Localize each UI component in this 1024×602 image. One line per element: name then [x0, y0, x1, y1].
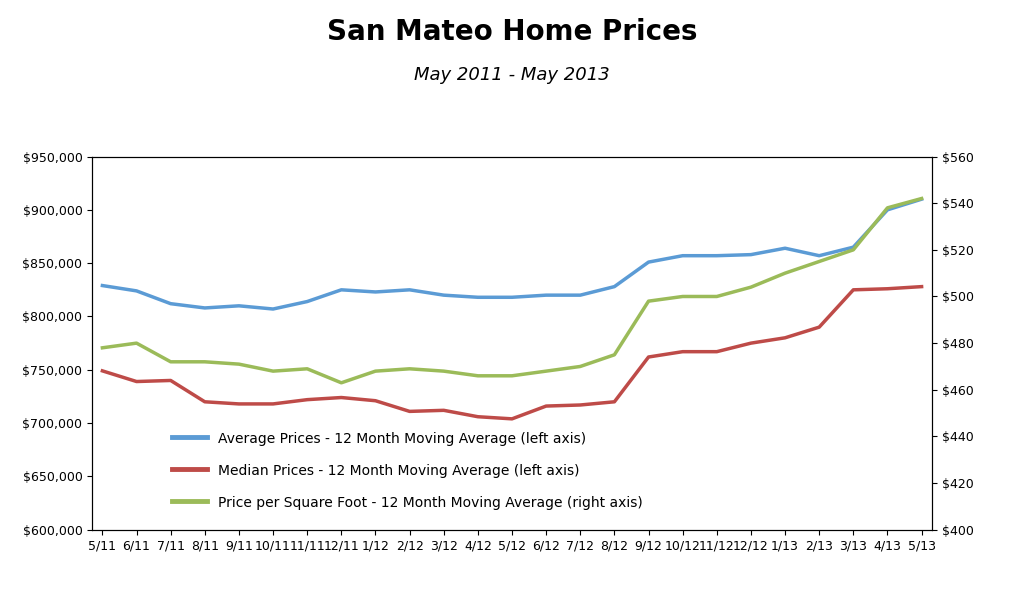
Average Prices - 12 Month Moving Average (left axis) [199, 305, 211, 312]
Median Prices - 12 Month Moving Average (left axis) [96, 367, 109, 374]
Median Prices - 12 Month Moving Average (left axis) [744, 340, 757, 347]
Price per Square Foot - 12 Month Moving Average (right axis) [540, 367, 552, 374]
Median Prices - 12 Month Moving Average (left axis) [267, 400, 280, 408]
Average Prices - 12 Month Moving Average (left axis) [130, 287, 142, 294]
Legend: Average Prices - 12 Month Moving Average (left axis), Median Prices - 12 Month M: Average Prices - 12 Month Moving Average… [166, 426, 648, 515]
Median Prices - 12 Month Moving Average (left axis) [813, 323, 825, 330]
Average Prices - 12 Month Moving Average (left axis) [882, 206, 894, 214]
Average Prices - 12 Month Moving Average (left axis) [813, 252, 825, 259]
Price per Square Foot - 12 Month Moving Average (right axis) [199, 358, 211, 365]
Average Prices - 12 Month Moving Average (left axis) [437, 291, 450, 299]
Price per Square Foot - 12 Month Moving Average (right axis) [677, 293, 689, 300]
Average Prices - 12 Month Moving Average (left axis) [847, 244, 859, 251]
Price per Square Foot - 12 Month Moving Average (right axis) [232, 361, 245, 368]
Average Prices - 12 Month Moving Average (left axis) [574, 291, 587, 299]
Median Prices - 12 Month Moving Average (left axis) [232, 400, 245, 408]
Median Prices - 12 Month Moving Average (left axis) [437, 407, 450, 414]
Price per Square Foot - 12 Month Moving Average (right axis) [165, 358, 177, 365]
Median Prices - 12 Month Moving Average (left axis) [642, 353, 654, 361]
Price per Square Foot - 12 Month Moving Average (right axis) [779, 270, 792, 277]
Price per Square Foot - 12 Month Moving Average (right axis) [813, 258, 825, 265]
Average Prices - 12 Month Moving Average (left axis) [267, 305, 280, 312]
Price per Square Foot - 12 Month Moving Average (right axis) [437, 367, 450, 374]
Price per Square Foot - 12 Month Moving Average (right axis) [96, 344, 109, 352]
Median Prices - 12 Month Moving Average (left axis) [677, 348, 689, 355]
Average Prices - 12 Month Moving Average (left axis) [744, 251, 757, 258]
Price per Square Foot - 12 Month Moving Average (right axis) [301, 365, 313, 373]
Average Prices - 12 Month Moving Average (left axis) [370, 288, 382, 296]
Average Prices - 12 Month Moving Average (left axis) [472, 294, 484, 301]
Line: Average Prices - 12 Month Moving Average (left axis): Average Prices - 12 Month Moving Average… [102, 199, 922, 309]
Text: May 2011 - May 2013: May 2011 - May 2013 [414, 66, 610, 84]
Median Prices - 12 Month Moving Average (left axis) [165, 377, 177, 384]
Price per Square Foot - 12 Month Moving Average (right axis) [608, 351, 621, 358]
Average Prices - 12 Month Moving Average (left axis) [677, 252, 689, 259]
Average Prices - 12 Month Moving Average (left axis) [711, 252, 723, 259]
Average Prices - 12 Month Moving Average (left axis) [403, 286, 416, 293]
Median Prices - 12 Month Moving Average (left axis) [506, 415, 518, 423]
Average Prices - 12 Month Moving Average (left axis) [608, 283, 621, 290]
Average Prices - 12 Month Moving Average (left axis) [301, 298, 313, 305]
Price per Square Foot - 12 Month Moving Average (right axis) [472, 372, 484, 379]
Price per Square Foot - 12 Month Moving Average (right axis) [267, 367, 280, 374]
Price per Square Foot - 12 Month Moving Average (right axis) [711, 293, 723, 300]
Average Prices - 12 Month Moving Average (left axis) [96, 282, 109, 289]
Average Prices - 12 Month Moving Average (left axis) [642, 258, 654, 265]
Price per Square Foot - 12 Month Moving Average (right axis) [335, 379, 347, 386]
Median Prices - 12 Month Moving Average (left axis) [915, 283, 928, 290]
Price per Square Foot - 12 Month Moving Average (right axis) [915, 195, 928, 202]
Price per Square Foot - 12 Month Moving Average (right axis) [370, 367, 382, 374]
Price per Square Foot - 12 Month Moving Average (right axis) [130, 340, 142, 347]
Average Prices - 12 Month Moving Average (left axis) [506, 294, 518, 301]
Average Prices - 12 Month Moving Average (left axis) [232, 302, 245, 309]
Median Prices - 12 Month Moving Average (left axis) [472, 413, 484, 420]
Line: Median Prices - 12 Month Moving Average (left axis): Median Prices - 12 Month Moving Average … [102, 287, 922, 419]
Average Prices - 12 Month Moving Average (left axis) [779, 244, 792, 252]
Price per Square Foot - 12 Month Moving Average (right axis) [847, 246, 859, 253]
Median Prices - 12 Month Moving Average (left axis) [370, 397, 382, 405]
Median Prices - 12 Month Moving Average (left axis) [335, 394, 347, 401]
Price per Square Foot - 12 Month Moving Average (right axis) [403, 365, 416, 373]
Median Prices - 12 Month Moving Average (left axis) [199, 398, 211, 405]
Median Prices - 12 Month Moving Average (left axis) [847, 286, 859, 293]
Median Prices - 12 Month Moving Average (left axis) [882, 285, 894, 293]
Price per Square Foot - 12 Month Moving Average (right axis) [744, 284, 757, 291]
Average Prices - 12 Month Moving Average (left axis) [915, 196, 928, 203]
Line: Price per Square Foot - 12 Month Moving Average (right axis): Price per Square Foot - 12 Month Moving … [102, 199, 922, 383]
Median Prices - 12 Month Moving Average (left axis) [130, 378, 142, 385]
Median Prices - 12 Month Moving Average (left axis) [301, 396, 313, 403]
Price per Square Foot - 12 Month Moving Average (right axis) [574, 363, 587, 370]
Median Prices - 12 Month Moving Average (left axis) [403, 408, 416, 415]
Average Prices - 12 Month Moving Average (left axis) [540, 291, 552, 299]
Median Prices - 12 Month Moving Average (left axis) [574, 402, 587, 409]
Median Prices - 12 Month Moving Average (left axis) [779, 334, 792, 341]
Median Prices - 12 Month Moving Average (left axis) [608, 398, 621, 405]
Price per Square Foot - 12 Month Moving Average (right axis) [642, 297, 654, 305]
Median Prices - 12 Month Moving Average (left axis) [540, 403, 552, 410]
Median Prices - 12 Month Moving Average (left axis) [711, 348, 723, 355]
Price per Square Foot - 12 Month Moving Average (right axis) [882, 204, 894, 211]
Price per Square Foot - 12 Month Moving Average (right axis) [506, 372, 518, 379]
Average Prices - 12 Month Moving Average (left axis) [165, 300, 177, 307]
Average Prices - 12 Month Moving Average (left axis) [335, 286, 347, 293]
Text: San Mateo Home Prices: San Mateo Home Prices [327, 18, 697, 46]
